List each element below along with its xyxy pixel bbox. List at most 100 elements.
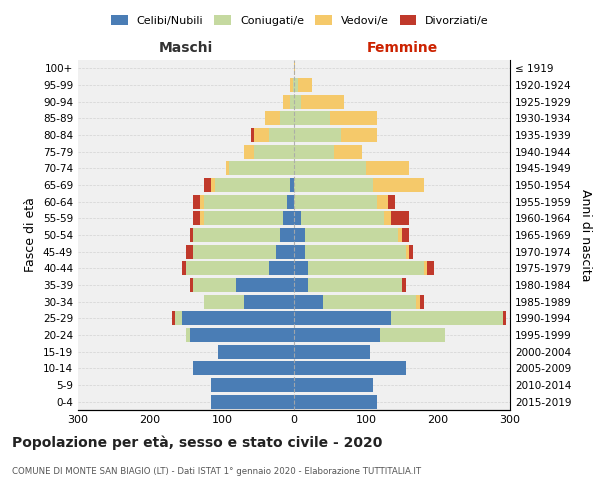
Bar (416, 294, 420, 308)
Y-axis label: Anni di nascita: Anni di nascita (580, 188, 592, 281)
Bar (280, 112, 294, 126)
Bar (193, 361, 294, 376)
Bar (236, 278, 294, 292)
Bar (294, 128, 341, 142)
Bar (294, 278, 308, 292)
Bar (244, 144, 254, 159)
Bar (280, 228, 294, 242)
Bar (186, 244, 193, 259)
Bar (294, 261, 308, 276)
Bar (211, 178, 215, 192)
Bar (294, 162, 366, 175)
Bar (377, 194, 388, 209)
Bar (406, 244, 409, 259)
Bar (175, 311, 182, 326)
Bar (294, 78, 298, 92)
Bar (402, 278, 406, 292)
Bar (186, 261, 269, 276)
Bar (424, 261, 427, 276)
Bar (294, 244, 305, 259)
Bar (190, 278, 193, 292)
Bar (204, 178, 211, 192)
Bar (398, 228, 402, 242)
Text: Femmine: Femmine (367, 41, 437, 55)
Bar (265, 112, 280, 126)
Bar (283, 211, 294, 226)
Bar (301, 211, 384, 226)
Bar (211, 378, 294, 392)
Bar (226, 162, 229, 175)
Bar (182, 261, 186, 276)
Bar (190, 328, 294, 342)
Bar (276, 244, 294, 259)
Legend: Celibi/Nubili, Coniugati/e, Vedovi/e, Divorziati/e: Celibi/Nubili, Coniugati/e, Vedovi/e, Di… (107, 10, 493, 30)
Bar (293, 78, 294, 92)
Bar (190, 228, 193, 242)
Bar (373, 178, 424, 192)
Bar (294, 178, 373, 192)
Bar (294, 378, 373, 392)
Bar (294, 94, 301, 109)
Bar (294, 144, 334, 159)
Bar (287, 194, 294, 209)
Bar (294, 344, 370, 359)
Bar (193, 194, 200, 209)
Bar (420, 294, 424, 308)
Bar (391, 311, 503, 326)
Bar (427, 261, 434, 276)
Bar (193, 278, 236, 292)
Bar (388, 194, 395, 209)
Bar (294, 361, 406, 376)
Bar (251, 128, 254, 142)
Bar (294, 211, 301, 226)
Bar (366, 162, 409, 175)
Bar (301, 94, 344, 109)
Bar (283, 94, 290, 109)
Bar (254, 128, 269, 142)
Bar (409, 244, 413, 259)
Bar (290, 78, 293, 92)
Text: COMUNE DI MONTE SAN BIAGIO (LT) - Dati ISTAT 1° gennaio 2020 - Elaborazione TUTT: COMUNE DI MONTE SAN BIAGIO (LT) - Dati I… (12, 468, 421, 476)
Bar (218, 344, 294, 359)
Bar (294, 194, 377, 209)
Bar (330, 112, 377, 126)
Bar (341, 128, 377, 142)
Bar (200, 211, 204, 226)
Bar (294, 62, 295, 76)
Bar (294, 311, 391, 326)
Bar (334, 144, 362, 159)
Bar (294, 112, 330, 126)
Bar (211, 394, 294, 409)
Bar (323, 294, 416, 308)
Bar (305, 244, 406, 259)
Bar (229, 162, 294, 175)
Bar (269, 128, 294, 142)
Bar (215, 178, 290, 192)
Bar (305, 228, 398, 242)
Bar (308, 278, 402, 292)
Bar (391, 211, 409, 226)
Bar (172, 311, 175, 326)
Bar (204, 294, 244, 308)
Text: Popolazione per età, sesso e stato civile - 2020: Popolazione per età, sesso e stato civil… (12, 435, 382, 450)
Bar (290, 94, 294, 109)
Bar (290, 178, 294, 192)
Bar (294, 394, 377, 409)
Bar (308, 261, 424, 276)
Bar (380, 328, 445, 342)
Bar (384, 211, 391, 226)
Text: Maschi: Maschi (159, 41, 213, 55)
Bar (269, 261, 294, 276)
Bar (294, 328, 380, 342)
Bar (193, 211, 200, 226)
Bar (298, 78, 312, 92)
Bar (294, 294, 323, 308)
Bar (503, 311, 506, 326)
Bar (200, 194, 204, 209)
Bar (244, 294, 294, 308)
Y-axis label: Fasce di età: Fasce di età (25, 198, 37, 272)
Bar (294, 228, 305, 242)
Bar (193, 244, 276, 259)
Bar (193, 228, 280, 242)
Bar (204, 211, 283, 226)
